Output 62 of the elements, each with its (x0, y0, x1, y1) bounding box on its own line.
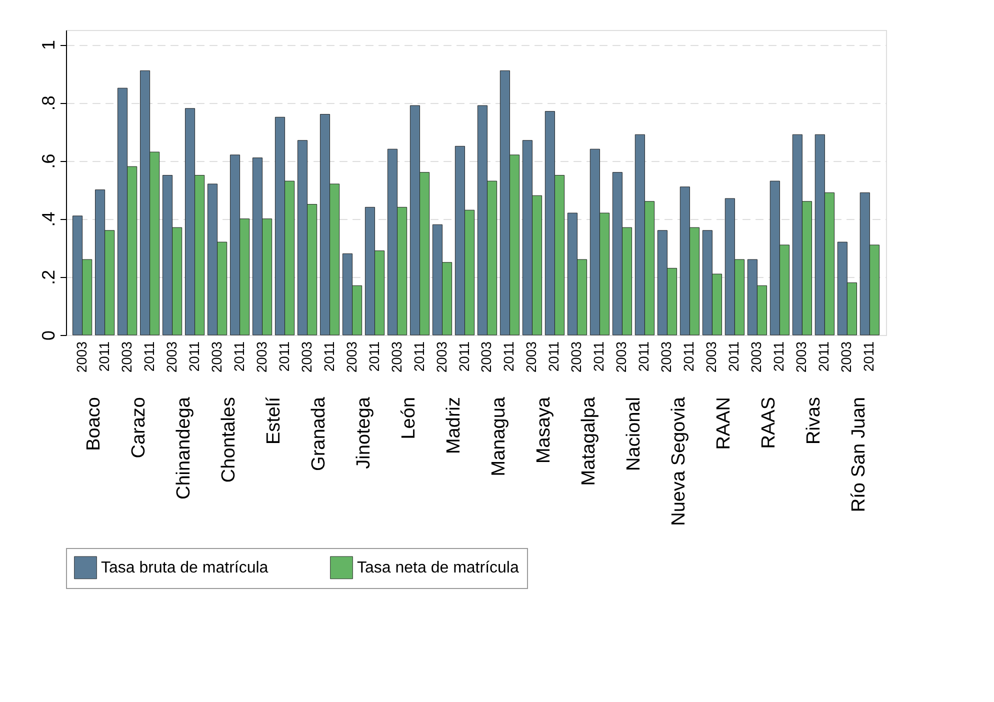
x-tick-label: 2003 (433, 341, 450, 373)
text: Granada (308, 396, 330, 471)
text: Carazo (128, 397, 150, 458)
x-tick-label: 2003 (478, 341, 494, 373)
x-tick-label: 2011 (96, 341, 112, 372)
text: León (398, 397, 420, 440)
legend-label: Tasa neta de matrícula (357, 560, 519, 577)
x-tick-label: 2003 (748, 341, 764, 373)
x-tick-label: 2003 (163, 341, 180, 373)
x-tick-label: 2011 (320, 341, 337, 372)
x-tick-label: 2011 (186, 341, 202, 372)
x-tick-label: 2003 (343, 341, 360, 373)
x-tick-label: 2011 (726, 341, 742, 372)
y-tick-label: 1 (38, 40, 58, 50)
text: Chontales (218, 397, 240, 483)
y-tick-label: .4 (38, 212, 58, 227)
x-tick-label: 2003 (253, 341, 270, 373)
x-tick-label: 2003 (658, 341, 674, 373)
legend-label: Tasa bruta de matrícula (101, 560, 268, 577)
x-tick-label: 2003 (388, 341, 404, 373)
x-tick-label: 2003 (73, 341, 90, 373)
text: Jinotega (354, 396, 375, 469)
text: Estelí (264, 396, 285, 445)
text: Matagalpa (578, 396, 600, 486)
x-tick-label: 2003 (208, 341, 224, 373)
x-tick-label: 2011 (276, 341, 292, 372)
y-tick-label: 0 (38, 330, 58, 341)
x-tick-label: 2003 (568, 341, 584, 373)
text: Nacional (623, 397, 644, 471)
text: Madriz (444, 397, 465, 454)
text: Boaco (84, 397, 105, 451)
text: Nueva Segovia (668, 396, 690, 526)
text: RAAN (713, 397, 734, 450)
text: Masaya (533, 396, 554, 464)
x-tick-label: 2011 (230, 341, 247, 372)
text: RAAS (758, 397, 780, 449)
x-tick-label: 2003 (838, 341, 854, 373)
text: Río San Juan (848, 397, 870, 512)
y-tick-label: .8 (38, 96, 58, 111)
x-tick-label: 2011 (860, 341, 877, 372)
text: Rivas (803, 397, 824, 445)
x-tick-label: 2011 (546, 341, 562, 372)
text: Chinandega (174, 396, 195, 500)
x-tick-label: 2011 (366, 341, 382, 372)
y-tick-label: .6 (38, 154, 58, 169)
x-tick-label: 2011 (816, 341, 832, 372)
x-tick-label: 2003 (613, 341, 630, 373)
x-tick-label: 2011 (636, 341, 652, 372)
text: Managua (488, 396, 510, 476)
x-tick-label: 2011 (456, 341, 472, 372)
x-tick-label: 2003 (298, 341, 314, 373)
x-tick-label: 2011 (410, 341, 427, 372)
y-tick-label: .2 (38, 270, 58, 285)
x-tick-label: 2011 (140, 341, 157, 372)
x-tick-label: 2003 (523, 341, 540, 373)
x-tick-label: 2003 (118, 341, 134, 373)
x-tick-label: 2011 (500, 341, 517, 372)
x-tick-label: 2011 (680, 341, 697, 372)
x-tick-label: 2003 (703, 341, 720, 373)
x-tick-label: 2003 (793, 341, 810, 373)
x-tick-label: 2011 (590, 341, 607, 372)
x-tick-label: 2011 (770, 341, 787, 372)
